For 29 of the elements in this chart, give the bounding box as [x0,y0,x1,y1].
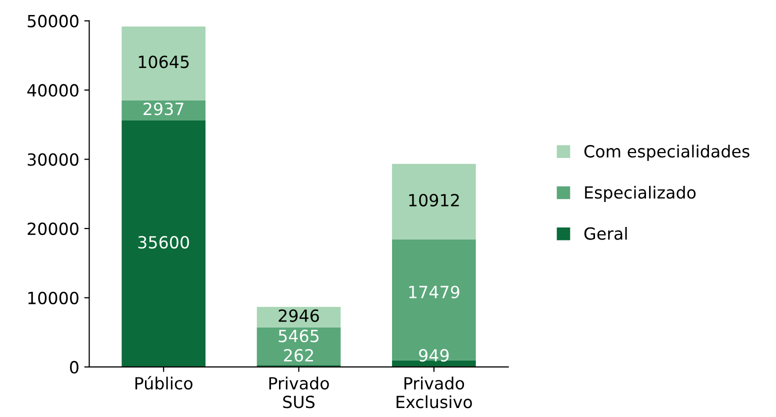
y-tick-label: 40000 [27,84,78,97]
bar [256,306,341,328]
data-label: 2946 [278,309,319,322]
data-label: 35600 [138,236,189,249]
y-tick-label: 20000 [28,222,78,236]
bar [122,100,206,121]
legend-label: Com especialidades [584,144,750,161]
data-label: 949 [419,349,449,362]
legend-label: Especializado [585,186,696,202]
data-label: 5465 [278,330,319,342]
data-label: 17479 [409,286,460,298]
y-tick-label: 0 [70,360,78,374]
x-tick-label: Privado Exclusivo [396,376,472,408]
bar [392,239,476,360]
data-label: 2937 [144,102,184,116]
bar [122,26,206,100]
x-tick-label: Público [135,376,192,390]
y-tick-label: 10000 [28,292,78,304]
data-label: 262 [284,349,313,362]
y-tick-label: 30000 [28,153,78,166]
x-tick-label: Privado SUS [269,376,329,408]
bar [392,164,476,240]
bar [122,120,206,367]
data-label: 10645 [138,56,189,68]
data-label: 10912 [409,194,459,206]
legend-label: Geral [584,226,627,240]
bar [392,360,476,367]
y-tick-label: 50000 [28,14,78,28]
bar [256,327,341,366]
